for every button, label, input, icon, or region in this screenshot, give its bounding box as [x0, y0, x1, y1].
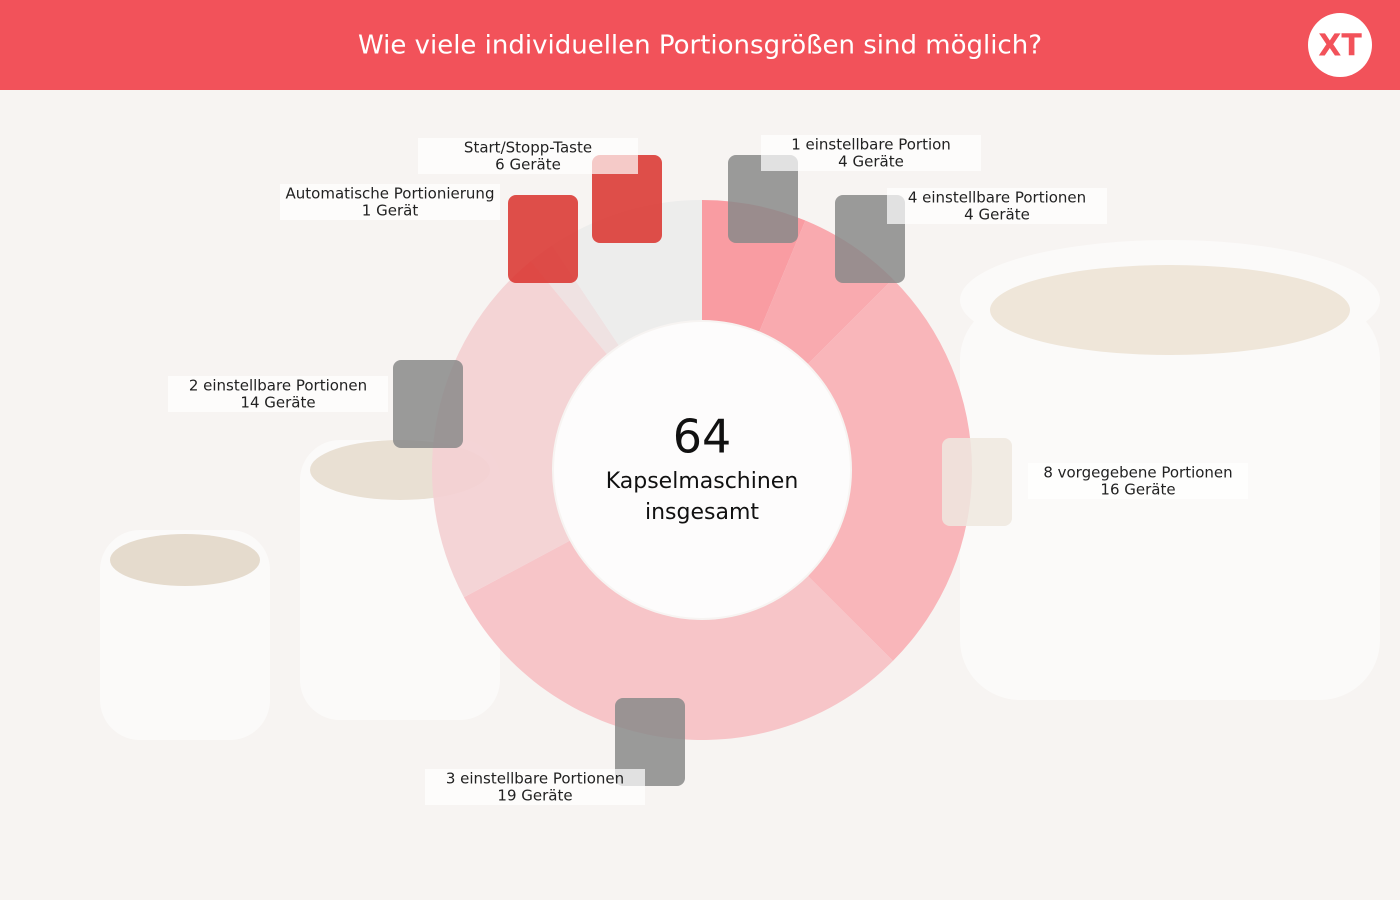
machine-icon — [592, 155, 662, 243]
donut-segment — [431, 261, 607, 598]
cup — [960, 300, 1380, 700]
category-label: 3 einstellbare Portionen — [446, 770, 624, 788]
logo-text: XT — [1318, 29, 1362, 64]
category-label: 4 einstellbare Portionen — [908, 189, 1086, 207]
donut-segment — [551, 200, 702, 346]
value-label: 4 Geräte — [838, 153, 904, 171]
coffee — [990, 265, 1350, 355]
label-background — [418, 138, 638, 174]
label-background — [887, 188, 1107, 224]
donut-segment — [463, 540, 893, 740]
category-label: 8 vorgegebene Portionen — [1043, 464, 1232, 482]
total: 64 — [673, 410, 732, 464]
category-label: Start/Stopp-Taste — [464, 139, 592, 157]
donut-chart: 64 Kapselmaschinen insgesamt 1 einstellbare… — [168, 135, 1248, 805]
label-background — [168, 376, 388, 412]
total-label: Kapselmaschinen — [606, 469, 799, 494]
value-label: 14 Geräte — [240, 394, 315, 412]
category-label: Automatische Portionierung — [286, 185, 495, 203]
donut-hole — [554, 322, 850, 618]
title: Wie viele individuellen Portionsgrößen s… — [358, 31, 1042, 61]
value-label: 1 Gerät — [362, 202, 419, 220]
cup — [100, 530, 270, 740]
header — [0, 0, 1400, 90]
label-background — [425, 769, 645, 805]
total-label: insgesamt — [645, 500, 759, 525]
value-label: 4 Geräte — [964, 206, 1030, 224]
coffee — [110, 534, 260, 586]
machine-icon — [508, 195, 578, 283]
machine-icon — [615, 698, 685, 786]
value-label: 6 Geräte — [495, 156, 561, 174]
label-background — [280, 184, 500, 220]
donut-segment — [808, 279, 972, 661]
label-background — [1028, 463, 1248, 499]
category-label: 1 einstellbare Portion — [791, 136, 951, 154]
label-background — [761, 135, 981, 171]
machine-icon — [728, 155, 798, 243]
machine-icon — [942, 438, 1012, 526]
machine-icon — [393, 360, 463, 448]
value-label: 16 Geräte — [1100, 481, 1175, 499]
logo — [1308, 13, 1372, 77]
category-label: 2 einstellbare Portionen — [189, 377, 367, 395]
value-label: 19 Geräte — [497, 787, 572, 805]
